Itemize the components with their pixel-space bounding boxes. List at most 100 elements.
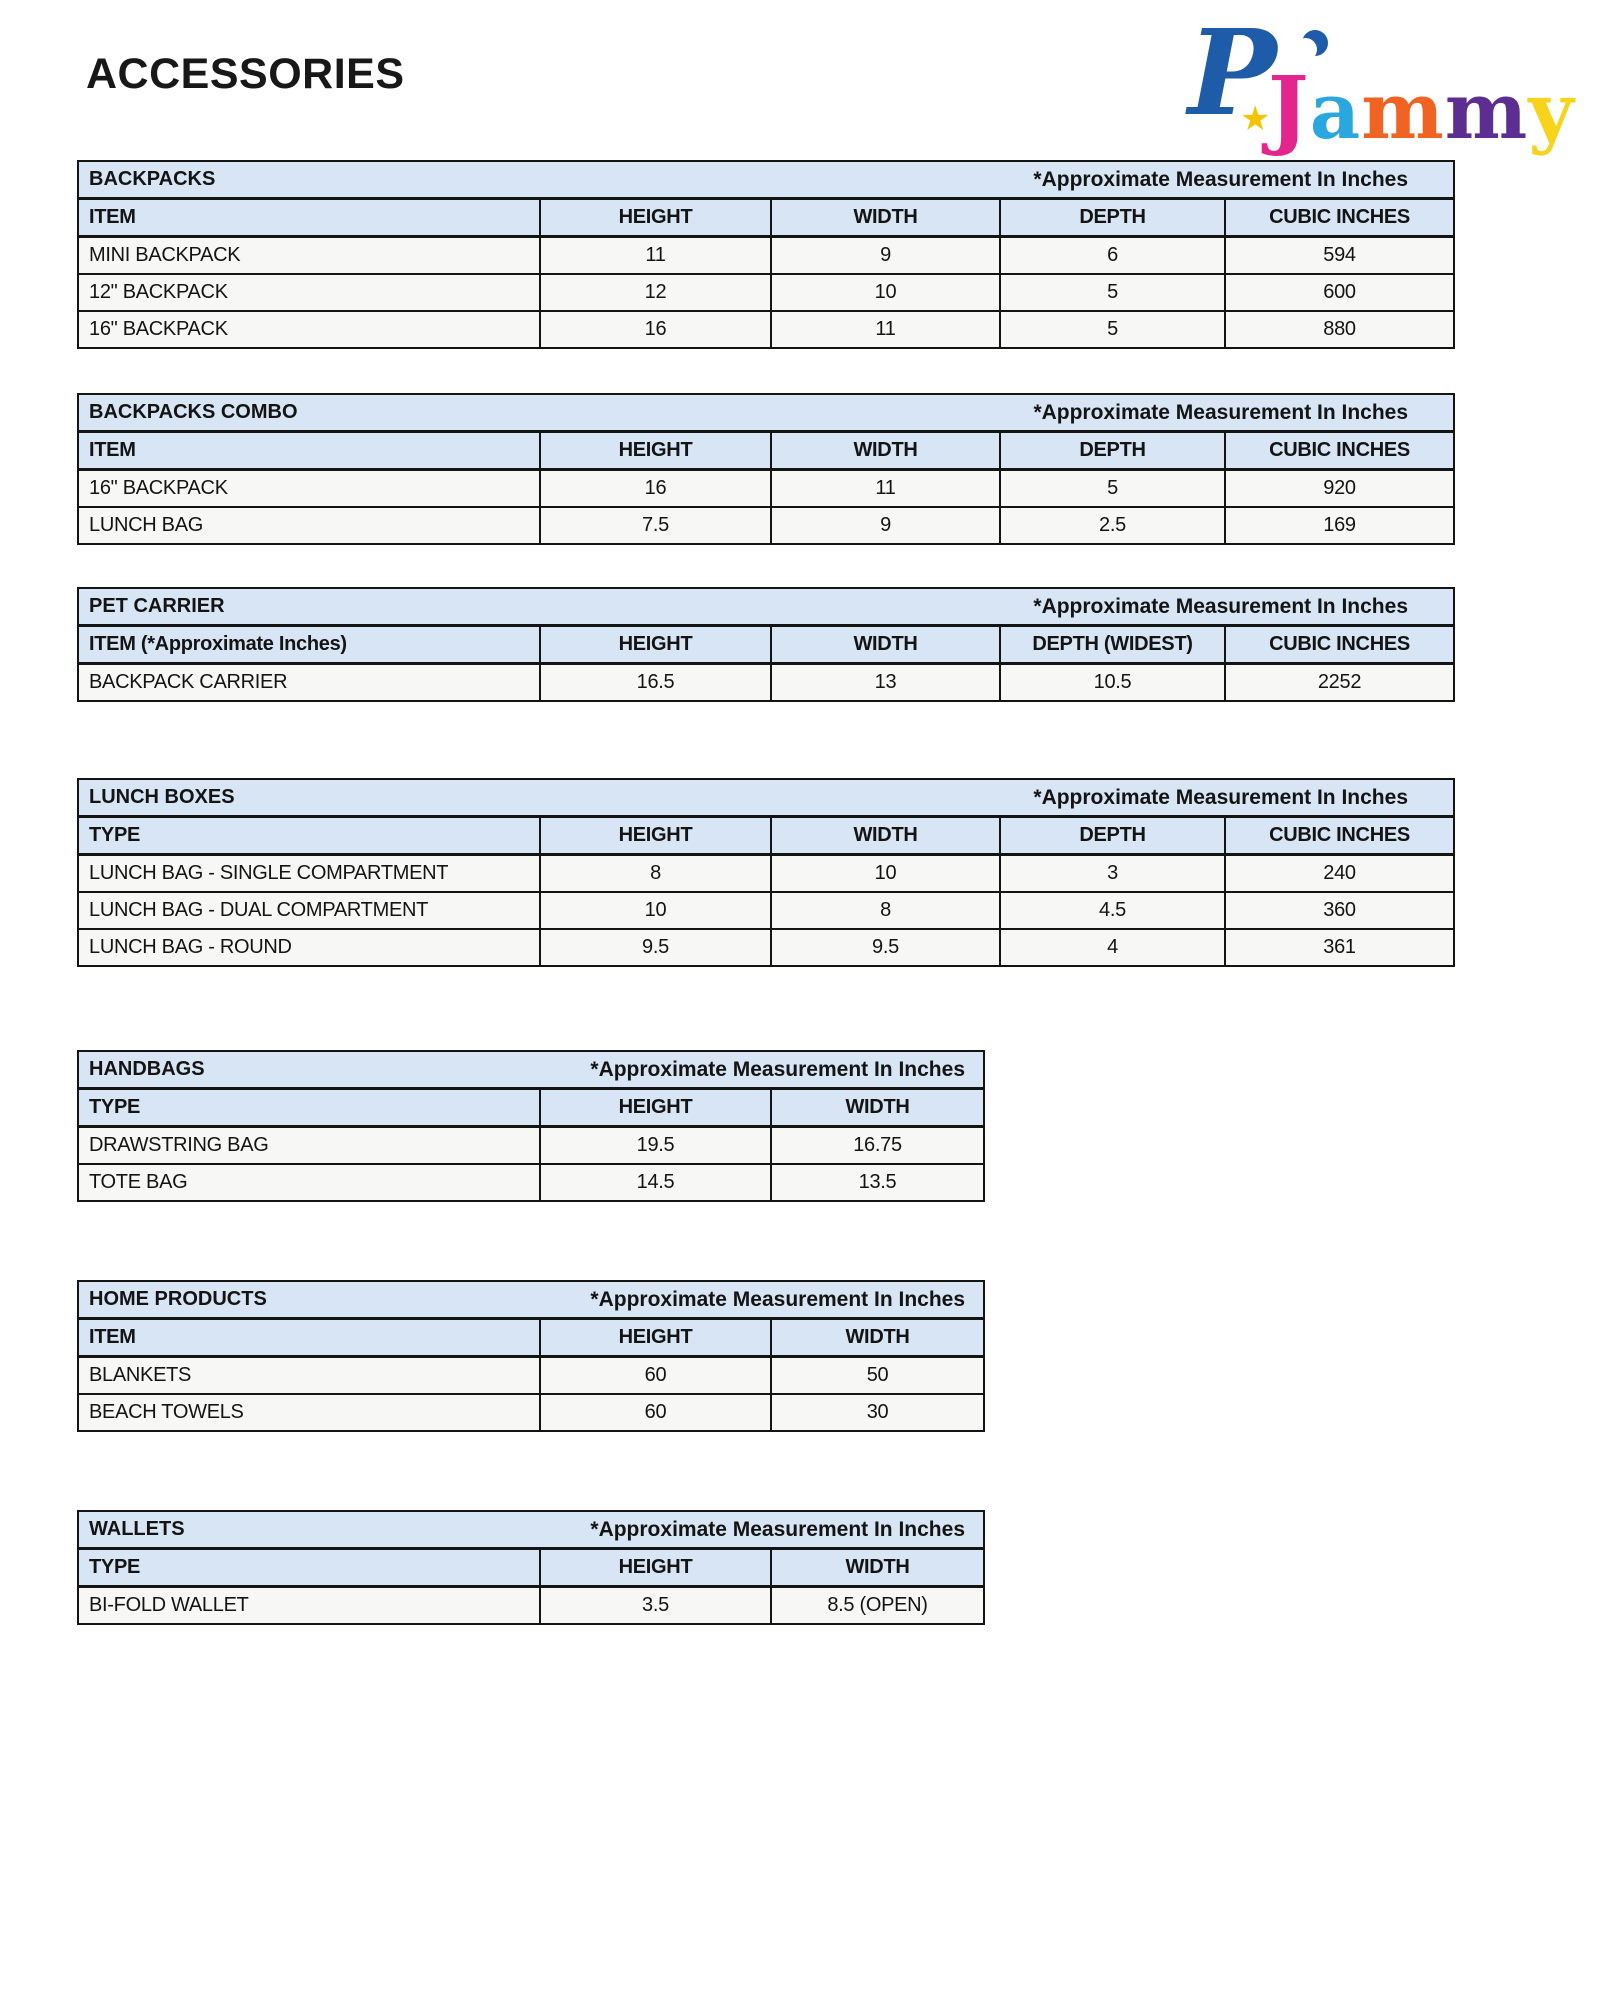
column-header: WIDTH <box>770 1547 985 1588</box>
column-header: DEPTH <box>999 815 1226 856</box>
column-header: HEIGHT <box>539 430 772 471</box>
table-name: LUNCH BOXES <box>89 786 235 808</box>
value-cell: 16.5 <box>539 662 772 702</box>
value-cell: 30 <box>769 1393 986 1432</box>
column-header: ITEM (*Approximate Inches) <box>77 624 541 665</box>
item-cell: BEACH TOWELS <box>77 1393 541 1432</box>
value-cell: 8 <box>539 853 772 893</box>
value-cell: 2252 <box>1224 662 1455 702</box>
table-header-row: ITEM HEIGHT WIDTH DEPTH CUBIC INCHES <box>77 430 1456 471</box>
column-header: DEPTH (WIDEST) <box>999 624 1226 665</box>
logo-letter: m <box>1361 66 1445 157</box>
table-name: BACKPACKS <box>89 168 216 190</box>
column-header: WIDTH <box>770 815 1001 856</box>
item-cell: LUNCH BAG - ROUND <box>77 928 541 967</box>
value-cell: 19.5 <box>539 1125 772 1165</box>
column-header: CUBIC INCHES <box>1223 197 1456 238</box>
value-cell: 12 <box>539 273 772 312</box>
item-cell: TOTE BAG <box>77 1163 541 1202</box>
value-cell: 9 <box>770 235 1001 275</box>
value-cell: 9.5 <box>539 928 772 967</box>
value-cell: 14.5 <box>539 1163 772 1202</box>
value-cell: 60 <box>539 1355 772 1395</box>
value-cell: 9 <box>770 506 1001 545</box>
table-name: PET CARRIER <box>89 595 225 617</box>
table-name: WALLETS <box>89 1518 185 1540</box>
value-cell: 6 <box>999 235 1226 275</box>
value-cell: 5 <box>999 310 1226 349</box>
table-row: LUNCH BAG 7.5 9 2.5 169 <box>77 506 1456 545</box>
column-header: HEIGHT <box>539 624 772 665</box>
table-backpacks-combo: BACKPACKS COMBO *Approximate Measurement … <box>76 393 1456 545</box>
value-cell: 16.75 <box>770 1125 985 1165</box>
table-row: BACKPACK CARRIER 16.5 13 10.5 2252 <box>77 662 1455 702</box>
value-cell: 50 <box>769 1355 986 1395</box>
column-header: WIDTH <box>769 1317 986 1358</box>
value-cell: 8.5 (OPEN) <box>770 1585 985 1625</box>
value-cell: 16 <box>539 468 772 508</box>
page-title: ACCESSORIES <box>86 50 405 98</box>
item-cell: BACKPACK CARRIER <box>77 662 541 702</box>
column-header: WIDTH <box>770 1087 985 1128</box>
value-cell: 4.5 <box>999 891 1226 930</box>
table-row: BLANKETS 60 50 <box>77 1355 986 1395</box>
column-header: CUBIC INCHES <box>1223 430 1456 471</box>
table-name: HANDBAGS <box>89 1058 205 1080</box>
value-cell: 240 <box>1224 853 1455 893</box>
measurement-note: *Approximate Measurement In Inches <box>1033 167 1409 191</box>
column-header: ITEM <box>77 197 541 238</box>
column-header: HEIGHT <box>539 1317 772 1358</box>
item-cell: DRAWSTRING BAG <box>77 1125 541 1165</box>
logo-letter: J <box>1268 58 1310 159</box>
value-cell: 8 <box>770 891 1001 930</box>
pjammy-logo: P ★ Jammy <box>1188 14 1600 152</box>
table-title-row: BACKPACKS COMBO *Approximate Measurement … <box>76 393 1456 433</box>
measurement-note: *Approximate Measurement In Inches <box>590 1057 965 1081</box>
table-title-row: PET CARRIER *Approximate Measurement In I… <box>77 587 1455 627</box>
column-header: WIDTH <box>770 624 1001 665</box>
column-header: DEPTH <box>999 430 1226 471</box>
table-header-row: TYPE HEIGHT WIDTH <box>77 1087 985 1128</box>
table-name: HOME PRODUCTS <box>89 1288 267 1310</box>
value-cell: 13.5 <box>770 1163 985 1202</box>
logo-letter: y <box>1528 66 1575 157</box>
value-cell: 10 <box>770 853 1001 893</box>
value-cell: 5 <box>999 273 1226 312</box>
column-header: HEIGHT <box>539 197 772 238</box>
table-title-row: WALLETS *Approximate Measurement In Inche… <box>77 1510 985 1550</box>
table-handbags: HANDBAGS *Approximate Measurement In Inch… <box>77 1050 985 1202</box>
item-cell: LUNCH BAG - DUAL COMPARTMENT <box>77 891 541 930</box>
measurement-note: *Approximate Measurement In Inches <box>590 1287 966 1311</box>
item-cell: BI-FOLD WALLET <box>77 1585 541 1625</box>
column-header: TYPE <box>77 1547 541 1588</box>
column-header: WIDTH <box>770 430 1001 471</box>
value-cell: 4 <box>999 928 1226 967</box>
item-cell: LUNCH BAG - SINGLE COMPARTMENT <box>77 853 541 893</box>
value-cell: 11 <box>539 235 772 275</box>
value-cell: 920 <box>1223 468 1456 508</box>
column-header: TYPE <box>77 815 541 856</box>
item-cell: BLANKETS <box>77 1355 541 1395</box>
value-cell: 361 <box>1224 928 1455 967</box>
value-cell: 2.5 <box>999 506 1226 545</box>
table-row: 16" BACKPACK 16 11 5 880 <box>77 310 1456 349</box>
column-header: TYPE <box>77 1087 541 1128</box>
column-header: ITEM <box>77 1317 541 1358</box>
value-cell: 880 <box>1223 310 1456 349</box>
logo-word: Jammy <box>1268 66 1575 152</box>
item-cell: LUNCH BAG <box>77 506 541 545</box>
value-cell: 10 <box>539 891 772 930</box>
table-title-row: HANDBAGS *Approximate Measurement In Inch… <box>77 1050 985 1090</box>
table-wallets: WALLETS *Approximate Measurement In Inche… <box>77 1510 985 1625</box>
column-header: HEIGHT <box>539 1087 772 1128</box>
table-row: 16" BACKPACK 16 11 5 920 <box>77 468 1456 508</box>
value-cell: 600 <box>1223 273 1456 312</box>
table-header-row: ITEM HEIGHT WIDTH <box>77 1317 986 1358</box>
item-cell: 12" BACKPACK <box>77 273 541 312</box>
value-cell: 169 <box>1223 506 1456 545</box>
crescent-moon-icon <box>1294 30 1328 61</box>
table-backpacks: BACKPACKS *Approximate Measurement In Inc… <box>76 160 1456 349</box>
column-header: CUBIC INCHES <box>1224 815 1455 856</box>
value-cell: 3 <box>999 853 1226 893</box>
